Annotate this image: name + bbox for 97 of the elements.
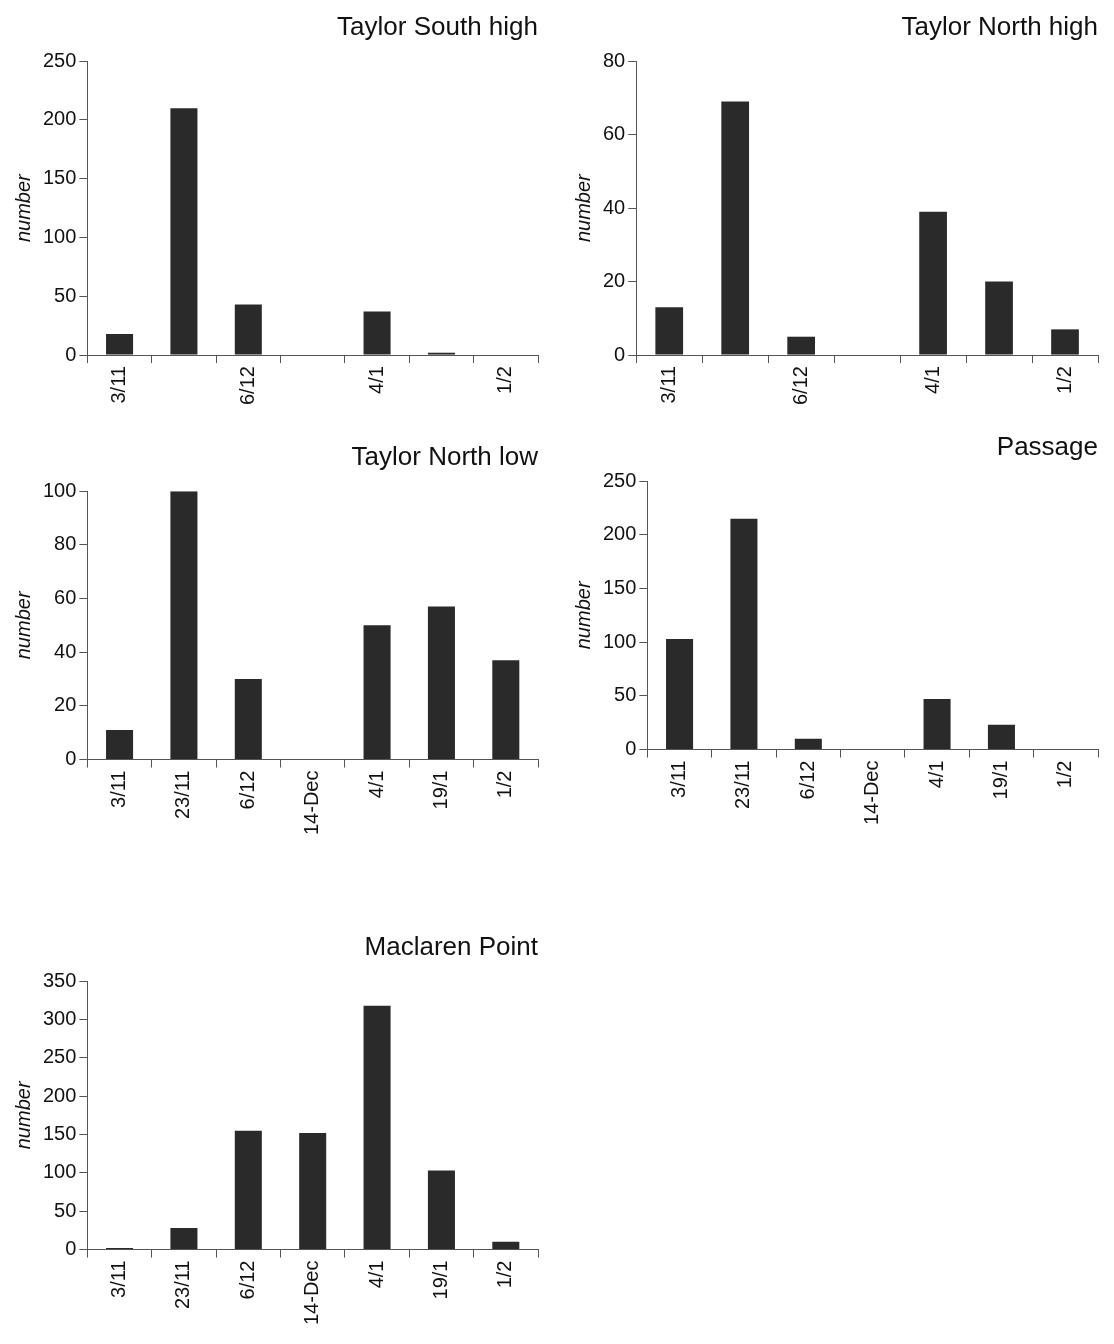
y-tick-label: 200	[42, 1083, 77, 1106]
bar	[730, 518, 758, 750]
y-tick-label: 60	[54, 586, 77, 609]
x-tick-label: 1/2	[1053, 760, 1076, 789]
x-tick-label: 23/11	[731, 760, 754, 810]
y-tick-label: 0	[65, 747, 77, 770]
y-tick-label: 60	[603, 122, 626, 145]
x-tick-label: 23/11	[171, 770, 194, 820]
x-tick-label: 14-Dec	[300, 770, 323, 836]
y-tick-label: 50	[54, 283, 77, 306]
y-tick-label: 150	[42, 1122, 77, 1145]
bar	[363, 625, 391, 760]
bar	[170, 491, 198, 760]
x-tick-label: 4/1	[920, 366, 943, 394]
y-tick-label: 0	[625, 737, 637, 760]
bar	[299, 1133, 327, 1250]
y-tick-label: 250	[42, 1045, 77, 1068]
bar	[655, 307, 684, 355]
y-tick-label: 80	[603, 48, 626, 71]
x-tick-label: 19/1	[988, 760, 1011, 800]
bar	[1051, 329, 1079, 355]
bar	[666, 638, 694, 750]
x-tick-label: 1/2	[1052, 366, 1075, 394]
x-tick-label: 6/12	[795, 760, 818, 800]
y-tick-label: 20	[603, 269, 626, 292]
y-tick-label: 80	[54, 532, 77, 555]
x-tick-label: 4/1	[364, 1260, 387, 1289]
bar	[106, 333, 134, 355]
y-axis-title: number	[11, 172, 34, 243]
bar	[492, 1241, 520, 1250]
x-tick-label: 6/12	[235, 770, 258, 810]
y-tick-label: 40	[603, 195, 626, 218]
x-tick-label: 1/2	[493, 366, 516, 394]
y-axis-title: number	[11, 1080, 34, 1150]
y-tick-label: 200	[42, 107, 77, 130]
bar	[923, 699, 951, 750]
bar	[363, 311, 391, 355]
x-tick-label: 3/11	[107, 1260, 130, 1298]
y-tick-label: 0	[65, 342, 77, 365]
chart-title: Passage	[996, 430, 1098, 461]
chart-title: Taylor South high	[337, 10, 538, 41]
bar	[427, 1170, 455, 1250]
x-tick-label: 19/1	[428, 1260, 451, 1300]
y-tick-label: 150	[602, 576, 637, 599]
chart-title: Maclaren Point	[364, 930, 539, 961]
y-tick-label: 100	[42, 225, 77, 248]
bar	[427, 606, 455, 760]
y-tick-label: 100	[602, 629, 637, 652]
x-tick-label: 4/1	[364, 770, 387, 799]
bar	[794, 738, 822, 750]
bar	[492, 660, 520, 760]
y-tick-label: 0	[614, 342, 626, 365]
x-tick-label: 6/12	[235, 366, 258, 406]
x-tick-label: 6/12	[235, 1260, 258, 1300]
y-tick-label: 300	[42, 1007, 77, 1030]
y-tick-label: 250	[602, 468, 637, 491]
bar	[170, 108, 198, 355]
bar	[170, 1228, 198, 1250]
bar	[363, 1005, 391, 1250]
x-tick-label: 3/11	[656, 366, 679, 404]
bar	[234, 304, 262, 355]
bar	[234, 1130, 262, 1250]
x-tick-label: 1/2	[493, 770, 516, 799]
y-tick-label: 150	[42, 166, 77, 189]
x-tick-label: 4/1	[924, 760, 947, 789]
x-tick-label: 3/11	[107, 770, 130, 808]
bar	[787, 336, 816, 355]
y-tick-label: 200	[602, 522, 637, 545]
x-tick-label: 14-Dec	[860, 760, 883, 826]
y-tick-label: 40	[54, 639, 77, 662]
y-tick-label: 50	[614, 683, 637, 706]
y-tick-label: 50	[54, 1198, 77, 1221]
x-tick-label: 6/12	[788, 366, 811, 406]
bar	[106, 730, 134, 760]
y-axis-title: number	[11, 590, 34, 660]
bar	[234, 679, 262, 760]
x-tick-label: 19/1	[428, 770, 451, 810]
x-tick-label: 3/11	[667, 760, 690, 798]
y-tick-label: 20	[54, 693, 77, 716]
x-tick-label: 23/11	[171, 1260, 194, 1310]
x-tick-label: 3/11	[107, 366, 130, 404]
x-tick-label: 1/2	[493, 1260, 516, 1289]
y-axis-title: number	[571, 580, 594, 650]
bar	[919, 211, 947, 355]
y-tick-label: 350	[42, 968, 77, 991]
y-tick-label: 250	[42, 48, 77, 71]
chart-title: Taylor North high	[901, 10, 1098, 41]
y-tick-label: 100	[42, 1160, 77, 1183]
y-axis-title: number	[571, 172, 594, 243]
chart-title: Taylor North low	[351, 440, 539, 471]
x-tick-label: 14-Dec	[300, 1260, 323, 1326]
y-tick-label: 0	[65, 1237, 77, 1260]
y-tick-label: 100	[42, 478, 77, 501]
bar	[721, 101, 750, 355]
x-tick-label: 4/1	[364, 366, 387, 394]
bar	[985, 281, 1013, 355]
bar	[987, 724, 1015, 750]
